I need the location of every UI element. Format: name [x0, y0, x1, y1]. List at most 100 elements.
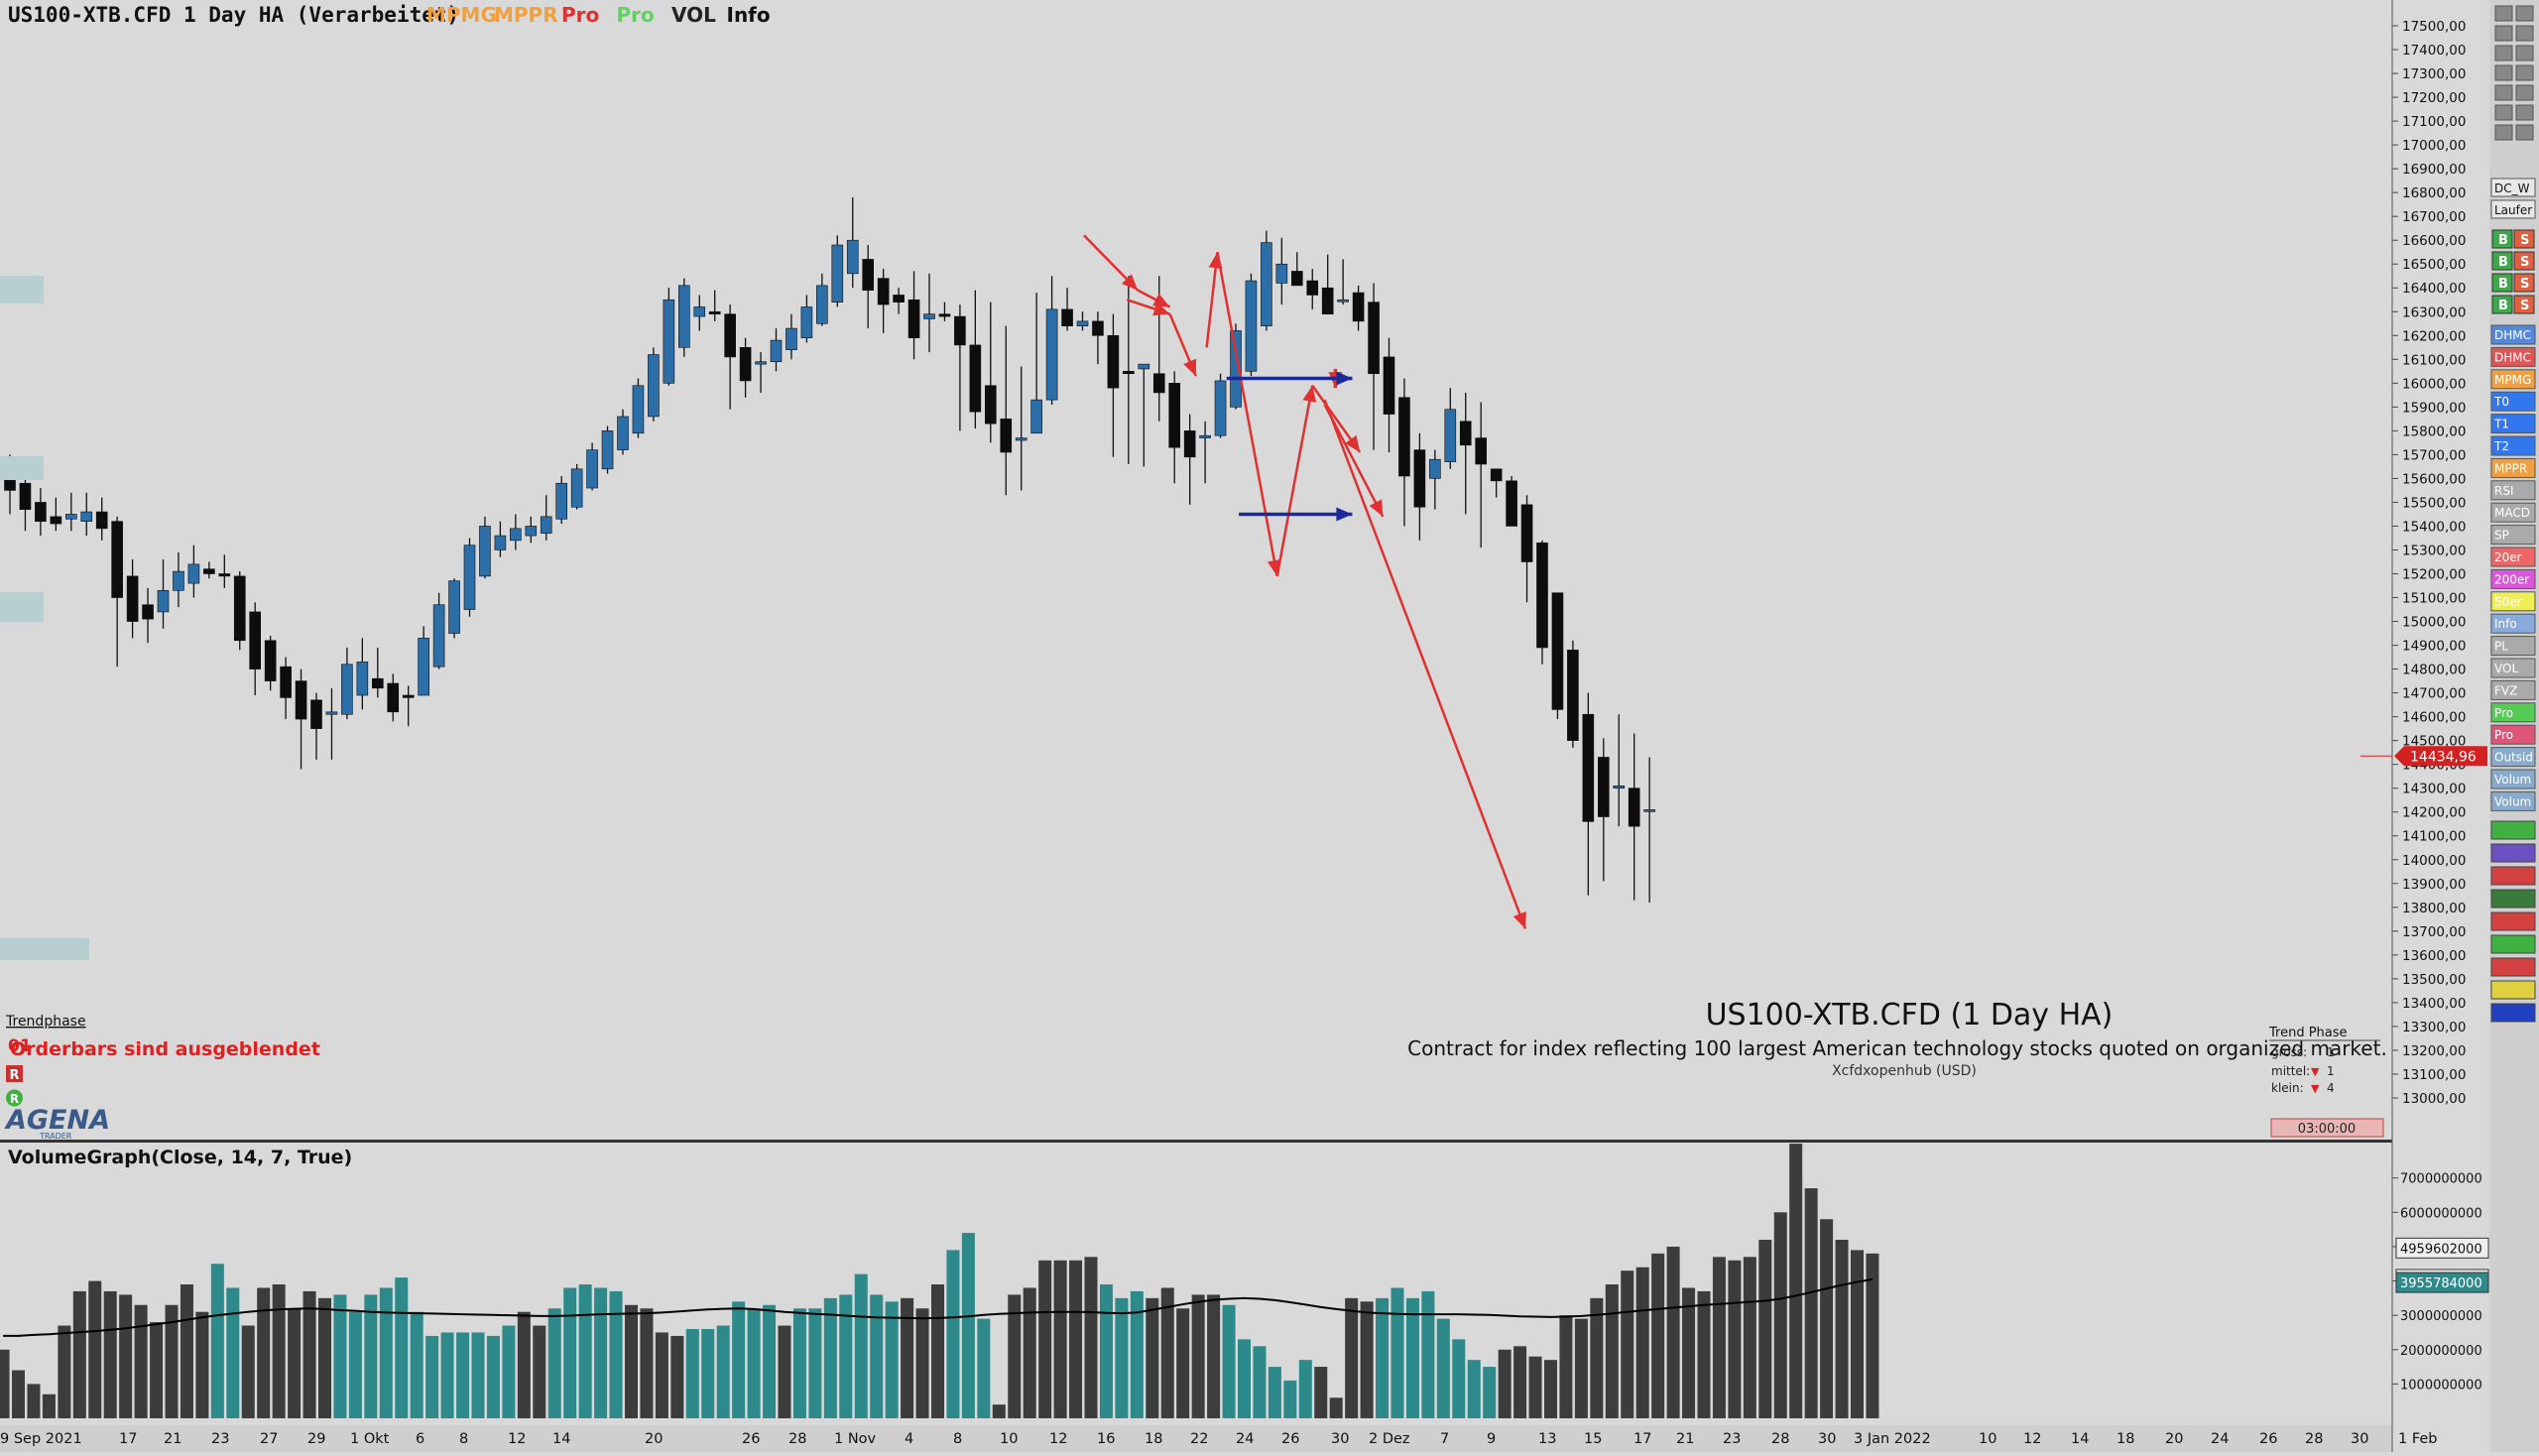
- tool-icon[interactable]: [2494, 84, 2513, 101]
- toolbar-button[interactable]: [2513, 251, 2535, 271]
- toolbar-button[interactable]: [2490, 391, 2536, 412]
- tool-icon[interactable]: [2515, 124, 2534, 141]
- indicator-tag[interactable]: MPMG: [426, 3, 497, 27]
- tool-icon[interactable]: [2494, 64, 2513, 81]
- drawing-tool-button[interactable]: [2490, 820, 2536, 840]
- toolbar-button[interactable]: [2490, 591, 2536, 612]
- candle-up: [494, 535, 507, 550]
- toolbar-button[interactable]: [2490, 480, 2536, 501]
- tool-icon[interactable]: [2515, 84, 2534, 101]
- volume-bar: [0, 1349, 10, 1418]
- volume-bar: [150, 1322, 164, 1418]
- drawing-tool-button[interactable]: [2490, 866, 2536, 886]
- toolbar-button[interactable]: [2490, 790, 2536, 811]
- toolbar-button[interactable]: [2490, 546, 2536, 567]
- candle-up: [786, 327, 797, 351]
- candle-up: [570, 468, 583, 508]
- price-tick-label: 13000,00: [2402, 1091, 2466, 1107]
- candle-down: [1413, 449, 1426, 508]
- candle-up: [448, 580, 460, 634]
- tool-icon[interactable]: [2494, 25, 2513, 42]
- time-axis-label: 28: [788, 1431, 806, 1447]
- toolbar-button[interactable]: [2490, 568, 2536, 589]
- toolbar-button[interactable]: [2490, 724, 2536, 745]
- toolbar-button[interactable]: [2491, 295, 2513, 314]
- tool-icon[interactable]: [2515, 5, 2534, 22]
- toolbar-button[interactable]: [2490, 679, 2536, 700]
- drawing-tool-button[interactable]: [2490, 889, 2536, 909]
- volume-bar-highlight: [364, 1294, 378, 1418]
- volume-bar: [1207, 1294, 1221, 1418]
- toolbar-button[interactable]: [2490, 502, 2536, 523]
- toolbar-button[interactable]: [2490, 613, 2536, 634]
- volume-bar-highlight: [210, 1264, 224, 1418]
- drawing-tool-button[interactable]: [2490, 1003, 2536, 1023]
- zigzag-arrow[interactable]: [1205, 252, 1219, 348]
- volume-bar-highlight: [747, 1308, 761, 1418]
- panel-separator[interactable]: [0, 1140, 2392, 1143]
- toolbar-button[interactable]: [2490, 346, 2536, 367]
- tool-icon[interactable]: [2515, 45, 2534, 61]
- time-axis-label: 21: [164, 1431, 181, 1447]
- toolbar-button[interactable]: [2490, 414, 2536, 434]
- zigzag-arrow[interactable]: [1216, 251, 1278, 577]
- toolbar-button[interactable]: [2490, 369, 2536, 390]
- volume-bar: [195, 1311, 209, 1418]
- toolbar-button[interactable]: [2490, 435, 2536, 456]
- toolbar-button[interactable]: [2490, 636, 2536, 657]
- volume-bar-highlight: [701, 1329, 715, 1418]
- price-axis: 13000,00 13100,00 13200,00 13300,00 13400,00…: [2360, 19, 2487, 1107]
- toolbar-button[interactable]: [2513, 229, 2535, 249]
- tool-icon[interactable]: [2494, 5, 2513, 22]
- toolbar-button[interactable]: [2490, 324, 2536, 345]
- tool-icon[interactable]: [2494, 45, 2513, 61]
- volume-bar: [1176, 1308, 1190, 1418]
- toolbar-button[interactable]: [2490, 525, 2536, 546]
- current-price-badge: [2394, 746, 2487, 767]
- r-badge-red[interactable]: [6, 1065, 23, 1082]
- toolbar-button[interactable]: [2490, 457, 2536, 478]
- toolbar-button[interactable]: [2513, 273, 2535, 293]
- drawing-tool-button[interactable]: [2490, 957, 2536, 977]
- tool-icon[interactable]: [2515, 64, 2534, 81]
- toolbar-button[interactable]: [2491, 251, 2513, 271]
- drawing-tool-button[interactable]: [2490, 911, 2536, 931]
- indicator-tag[interactable]: Pro: [617, 3, 655, 27]
- toolbar-button[interactable]: [2491, 229, 2513, 249]
- price-tick-label: 14000,00: [2402, 853, 2466, 869]
- volume-bar: [1498, 1349, 1511, 1418]
- tool-icon[interactable]: [2494, 124, 2513, 141]
- volume-bar: [317, 1297, 331, 1418]
- toolbar-button[interactable]: [2491, 273, 2513, 293]
- toolbar-button[interactable]: [2490, 658, 2536, 678]
- indicator-tag[interactable]: VOL: [671, 3, 716, 27]
- r-badge-green[interactable]: [6, 1089, 23, 1107]
- zigzag-arrow[interactable]: [1275, 385, 1314, 577]
- toolbar-button[interactable]: [2490, 747, 2536, 768]
- toolbar-button[interactable]: [2490, 702, 2536, 723]
- tool-icon[interactable]: [2515, 104, 2534, 121]
- zigzag-arrow-head: [1512, 910, 1526, 929]
- volume-bar: [624, 1304, 638, 1418]
- indicator-tag[interactable]: MPPR: [494, 3, 558, 27]
- zigzag-arrow[interactable]: [1323, 399, 1527, 929]
- candle-down: [893, 295, 905, 303]
- toolbar-button[interactable]: [2513, 295, 2535, 314]
- drawing-tool-button[interactable]: [2490, 980, 2536, 1000]
- toolbar-button[interactable]: [2490, 178, 2536, 197]
- price-tick-label: 15000,00: [2402, 615, 2466, 631]
- tool-icon[interactable]: [2515, 25, 2534, 42]
- tool-icon[interactable]: [2494, 104, 2513, 121]
- volume-bar: [11, 1370, 25, 1418]
- indicator-tag[interactable]: Info: [727, 3, 771, 27]
- candle-down: [1123, 371, 1135, 375]
- drawing-tool-button[interactable]: [2490, 934, 2536, 954]
- indicator-tag[interactable]: Pro: [561, 3, 599, 27]
- candle-up: [1199, 434, 1211, 438]
- time-axis-label: 2 Dez: [1369, 1431, 1410, 1447]
- toolbar-button[interactable]: [2490, 769, 2536, 789]
- toolbar-button[interactable]: [2490, 199, 2536, 219]
- drawing-tool-button[interactable]: [2490, 843, 2536, 863]
